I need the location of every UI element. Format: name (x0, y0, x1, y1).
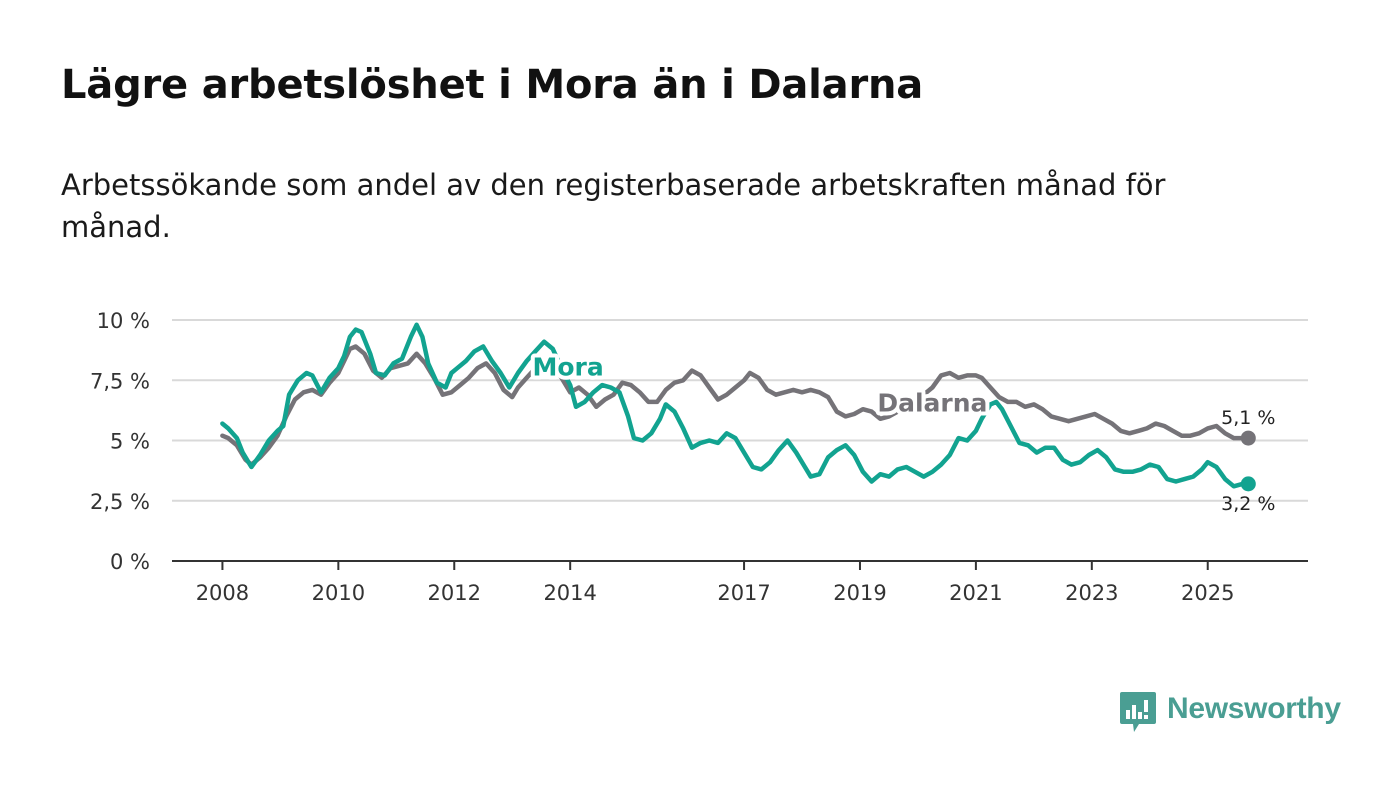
series-label-halo-mora: Mora (533, 352, 604, 381)
end-point-mora (1240, 476, 1256, 492)
x-tick-label: 2021 (949, 581, 1002, 605)
y-tick-label: 0 % (110, 550, 150, 574)
series-label-mora: Mora (533, 352, 604, 381)
x-tick-label: 2010 (312, 581, 365, 605)
y-tick-label: 7,5 % (90, 369, 150, 393)
end-point-dalarna (1240, 430, 1256, 446)
brand-name: Newsworthy (1167, 692, 1341, 725)
y-tick-label: 2,5 % (90, 490, 150, 514)
end-value-label-dalarna: 5,1 % (1221, 407, 1275, 429)
series-label-dalarna: Dalarna (877, 389, 987, 418)
newsworthy-logo: Newsworthy (1119, 690, 1359, 738)
series-label-halo-dalarna: Dalarna (877, 389, 987, 418)
grid-layer (172, 319, 1308, 502)
y-tick-label: 5 % (110, 430, 150, 454)
end-value-label-mora: 3,2 % (1221, 493, 1275, 515)
y-tick-label: 10 % (97, 309, 150, 333)
x-tick-label: 2023 (1065, 581, 1118, 605)
chart-subtitle: Arbetssökande som andel av den registerb… (61, 168, 1166, 244)
x-tick-label: 2014 (543, 581, 596, 605)
x-tick-label: 2025 (1181, 581, 1234, 605)
chart-title: Lägre arbetslöshet i Mora än i Dalarna (61, 62, 924, 108)
x-tick-label: 2012 (428, 581, 481, 605)
series-line-dalarna (220, 344, 1251, 467)
newsworthy-logo-icon (1120, 692, 1156, 732)
x-tick-label: 2019 (833, 581, 886, 605)
series-layer (220, 322, 1251, 489)
series-line-mora (220, 322, 1251, 489)
axis-layer: 0 % 2,5 % 5 % 7,5 % 10 % 2008 2010 2012 2014 2017… (90, 309, 1308, 605)
x-tick-label: 2017 (717, 581, 770, 605)
x-tick-label: 2008 (196, 581, 249, 605)
